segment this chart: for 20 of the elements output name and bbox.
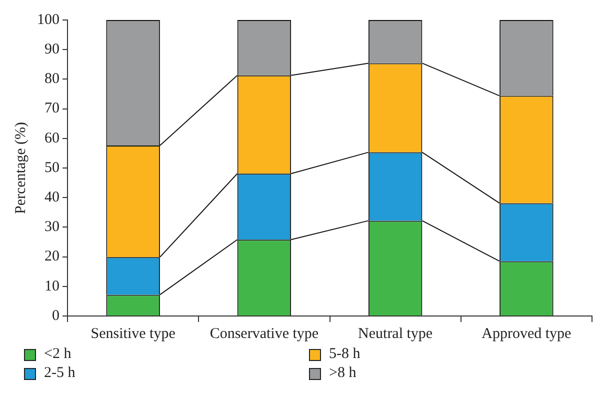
y-tick-label: 50 [44,160,60,176]
legend-label: 5-8 h [329,346,360,363]
y-tick-label: 60 [44,130,60,146]
y-tick-label: 80 [44,71,60,88]
y-tick-label: 10 [44,278,60,294]
y-tick-label: 30 [44,219,60,236]
x-tick-label: Sensitive type [90,326,176,342]
x-tick-label: Approved type [482,326,572,342]
y-tick-label: 0 [52,308,60,324]
y-tick-label: 20 [44,248,60,265]
legend-label: <2 h [44,346,72,363]
y-tick-label: 70 [44,100,60,117]
y-tick-label: 40 [44,190,60,206]
x-tick-label: Neutral type [358,326,433,342]
x-tick-label: Conservative type [210,326,319,342]
legend-label: >8 h [329,365,356,382]
y-tick-label: 90 [44,42,60,58]
y-axis-title: Percentage (%) [12,122,29,214]
legend-label: 2-5 h [44,365,76,382]
y-tick-label: 100 [37,12,60,28]
